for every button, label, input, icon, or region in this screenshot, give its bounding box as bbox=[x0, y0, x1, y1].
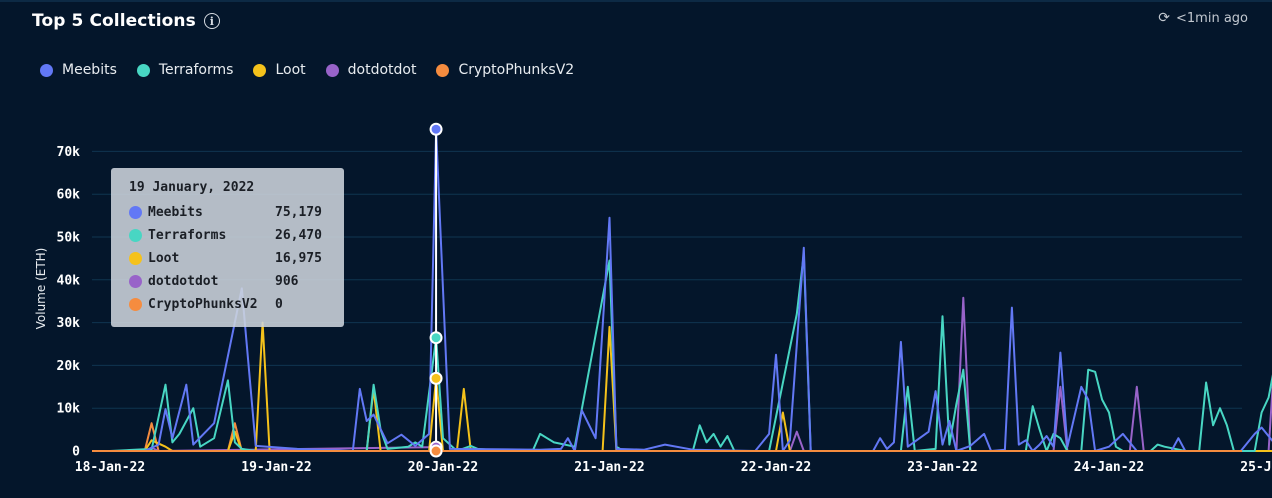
tooltip-dot bbox=[129, 275, 142, 288]
last-updated-text: <1min ago bbox=[1176, 10, 1248, 26]
x-tick-label: 24-Jan-22 bbox=[1074, 460, 1144, 475]
legend-dot bbox=[325, 63, 339, 77]
y-axis-label: Volume (ETH) bbox=[34, 248, 48, 330]
legend-label: Terraforms bbox=[158, 62, 234, 78]
legend-dot bbox=[40, 63, 53, 77]
legend-dot bbox=[436, 63, 450, 77]
tooltip-row-loot: Loot 16,975 bbox=[129, 247, 344, 270]
tooltip-series-name: CryptoPhunksV2 bbox=[148, 297, 258, 312]
series-line-loot bbox=[110, 321, 1272, 452]
y-tick-label: 20k bbox=[57, 359, 81, 374]
series-line-meebits bbox=[110, 129, 1272, 452]
legend-label: dotdotdot bbox=[347, 62, 417, 78]
tooltip-row-meebits: Meebits 75,179 bbox=[129, 201, 344, 224]
y-tick-label: 40k bbox=[57, 273, 81, 288]
y-tick-label: 0 bbox=[72, 445, 80, 460]
tooltip-date: 19 January, 2022 bbox=[129, 180, 255, 195]
hover-marker-cryptophunksv2 bbox=[429, 444, 443, 458]
tooltip-series-name: Loot bbox=[148, 251, 180, 266]
tooltip-series-name: dotdotdot bbox=[148, 274, 219, 289]
top-divider bbox=[0, 0, 1272, 2]
legend-item-meebits[interactable]: Meebits bbox=[40, 62, 117, 78]
hover-marker-terraforms bbox=[429, 331, 443, 345]
tooltip-series-name: Terraforms bbox=[148, 228, 227, 243]
chart-title: Top 5 Collections bbox=[32, 11, 196, 31]
legend-dot bbox=[136, 63, 150, 77]
chart-header: Top 5 Collections i bbox=[32, 8, 220, 34]
tooltip-dot bbox=[129, 206, 142, 219]
tooltip-dot bbox=[129, 229, 142, 242]
x-tick-label: 21-Jan-22 bbox=[574, 460, 644, 475]
tooltip-dot bbox=[129, 298, 142, 311]
tooltip-row-cryptophunksv2: CryptoPhunksV2 0 bbox=[129, 293, 344, 316]
y-tick-label: 10k bbox=[57, 402, 81, 417]
legend-label: Loot bbox=[275, 62, 306, 78]
series-line-cryptophunksv2 bbox=[110, 422, 1272, 452]
tooltip-row-terraforms: Terraforms 26,470 bbox=[129, 224, 344, 247]
tooltip-dot bbox=[129, 252, 142, 265]
x-tick-label: 25-Jan-22 bbox=[1240, 460, 1272, 475]
y-tick-label: 50k bbox=[57, 231, 81, 246]
y-tick-label: 70k bbox=[57, 145, 81, 160]
legend-label: Meebits bbox=[62, 62, 117, 78]
legend-item-terraforms[interactable]: Terraforms bbox=[136, 62, 234, 78]
tooltip-series-value: 0 bbox=[275, 297, 283, 312]
tooltip-row-dotdotdot: dotdotdot 906 bbox=[129, 270, 344, 293]
info-icon[interactable]: i bbox=[203, 13, 220, 29]
legend-item-loot[interactable]: Loot bbox=[253, 62, 306, 78]
series-line-terraforms bbox=[109, 253, 1272, 452]
last-updated: ⟳ <1min ago bbox=[1158, 10, 1248, 26]
legend-item-dotdotdot[interactable]: dotdotdot bbox=[325, 62, 417, 78]
tooltip-series-value: 906 bbox=[275, 274, 299, 289]
tooltip-series-value: 16,975 bbox=[275, 251, 322, 266]
y-tick-label: 60k bbox=[57, 188, 81, 203]
x-tick-label: 20-Jan-22 bbox=[408, 460, 478, 475]
hover-marker-loot bbox=[429, 371, 443, 385]
tooltip-series-name: Meebits bbox=[148, 205, 203, 220]
legend-item-cryptophunksv2[interactable]: CryptoPhunksV2 bbox=[436, 62, 574, 78]
x-tick-label: 23-Jan-22 bbox=[907, 460, 977, 475]
tooltip-series-value: 26,470 bbox=[275, 228, 322, 243]
hover-tooltip: 19 January, 2022 Meebits 75,179 Terraforms… bbox=[111, 168, 344, 327]
legend-label: CryptoPhunksV2 bbox=[458, 62, 575, 78]
x-tick-label: 19-Jan-22 bbox=[241, 460, 311, 475]
x-tick-label: 22-Jan-22 bbox=[741, 460, 811, 475]
clock-refresh-icon: ⟳ bbox=[1158, 10, 1171, 26]
chart-legend: Meebits Terraforms Loot dotdotdot CryptoPhun… bbox=[40, 62, 594, 78]
x-tick-label: 18-Jan-22 bbox=[75, 460, 145, 475]
legend-dot bbox=[253, 63, 267, 77]
y-tick-label: 30k bbox=[57, 316, 81, 331]
hover-marker-meebits bbox=[429, 122, 443, 136]
tooltip-series-value: 75,179 bbox=[275, 205, 322, 220]
